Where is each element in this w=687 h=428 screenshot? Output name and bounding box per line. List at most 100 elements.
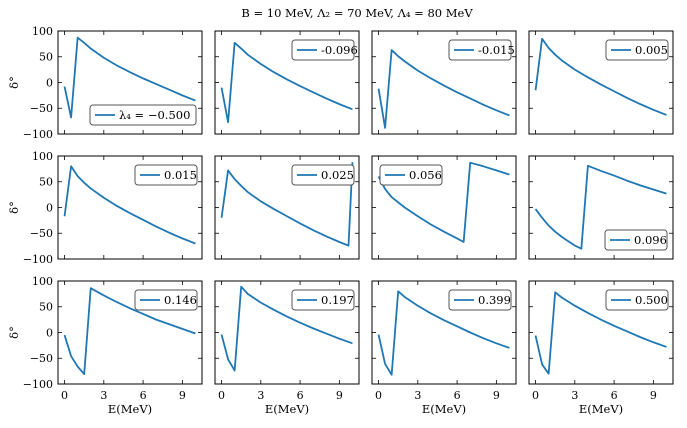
legend: 0.015: [134, 164, 198, 186]
data-line: [220, 162, 354, 247]
legend-label: 0.096: [634, 233, 667, 247]
y-tick-label: −50: [30, 352, 53, 365]
x-tick-label: 9: [493, 389, 500, 402]
y-tick-label: 0: [46, 326, 53, 339]
y-axis-label: δ°: [7, 326, 21, 339]
data-line: [220, 285, 353, 372]
x-axis-label: E(MeV): [265, 402, 309, 416]
legend-label: -0.015: [478, 43, 515, 57]
data-line: [534, 164, 667, 250]
data-line: [534, 291, 667, 375]
legend-box: [134, 289, 198, 311]
subplot-4: 0.005: [528, 30, 674, 135]
y-tick-label: 50: [39, 301, 53, 314]
subplot-9: −100 −50 0 50 100 0 3 6 9 δ° E(MeV) 0.146: [7, 275, 203, 416]
x-tick-label: 6: [611, 389, 618, 402]
y-axis-label: δ°: [7, 201, 21, 214]
legend: 0.197: [291, 289, 355, 311]
legend-box: [605, 289, 669, 311]
subplot-2: -0.096: [214, 30, 360, 135]
data-line: [377, 161, 510, 243]
x-tick-label: 3: [257, 389, 264, 402]
legend-box: [379, 164, 443, 186]
subplot-1: −100 −50 0 50 100 δ° λ₄ = −0.500: [7, 25, 203, 141]
legend-label: 0.197: [321, 293, 354, 307]
figure-title: B = 10 MeV, Λ₂ = 70 MeV, Λ₄ = 80 MeV: [241, 6, 473, 20]
legend: 0.500: [605, 289, 669, 311]
data-line: [534, 37, 667, 116]
legend-label: 0.399: [478, 293, 511, 307]
legend-label: λ₄ = −0.500: [119, 108, 190, 122]
subplot-3: -0.015: [371, 30, 517, 135]
x-tick-label: 0: [532, 389, 539, 402]
y-tick-label: 0: [46, 201, 53, 214]
legend: λ₄ = −0.500: [89, 104, 197, 126]
y-tick-label: 100: [32, 150, 53, 163]
x-tick-label: 6: [140, 389, 147, 402]
x-axis-label: E(MeV): [422, 402, 466, 416]
legend-box: [89, 104, 197, 126]
data-line: [220, 41, 353, 124]
subplot-8: 0.096: [528, 155, 674, 260]
subplot-7: 0.056: [371, 155, 517, 260]
legend-label: 0.146: [164, 293, 197, 307]
data-line: [377, 290, 510, 376]
subplot-5: −100 −50 0 50 100 δ° 0.015: [7, 150, 203, 266]
y-tick-label: 100: [32, 25, 53, 38]
legend: 0.399: [448, 289, 512, 311]
y-tick-label: 50: [39, 51, 53, 64]
legend-label: 0.015: [164, 168, 197, 182]
legend-box: [291, 39, 355, 61]
x-tick-label: 9: [650, 389, 657, 402]
data-line: [377, 49, 510, 129]
x-tick-label: 0: [218, 389, 225, 402]
legend-label: 0.056: [409, 168, 442, 182]
x-axis-label: E(MeV): [108, 402, 152, 416]
legend: -0.015: [448, 39, 515, 61]
x-tick-label: 0: [61, 389, 68, 402]
legend-box: [134, 164, 198, 186]
legend-box: [291, 289, 355, 311]
legend-box: [448, 289, 512, 311]
legend: 0.005: [605, 39, 669, 61]
x-tick-label: 3: [100, 389, 107, 402]
legend: 0.056: [379, 164, 443, 186]
y-axis-label: δ°: [7, 76, 21, 89]
legend-box: [605, 39, 669, 61]
y-tick-label: −50: [30, 227, 53, 240]
subplot-10: 0 3 6 9 E(MeV) 0.197: [214, 280, 360, 416]
x-axis-label: E(MeV): [579, 402, 623, 416]
legend: -0.096: [291, 39, 358, 61]
y-tick-label: −50: [30, 102, 53, 115]
legend-label: -0.096: [321, 43, 358, 57]
data-line: [63, 287, 196, 376]
legend-label: 0.025: [321, 168, 354, 182]
y-tick-label: −100: [23, 253, 53, 266]
legend-box: [448, 39, 512, 61]
legend-box: [604, 229, 668, 251]
y-tick-label: 0: [46, 76, 53, 89]
legend: 0.096: [604, 229, 668, 251]
subplot-grid: −100 −50 0 50 100 δ° λ₄ = −0.500 -0.096 -0.015 0.…: [7, 25, 674, 416]
legend-label: 0.500: [635, 293, 668, 307]
y-tick-label: −100: [23, 378, 53, 391]
subplot-11: 0 3 6 9 E(MeV) 0.399: [371, 280, 517, 416]
x-tick-label: 3: [414, 389, 421, 402]
x-tick-label: 9: [179, 389, 186, 402]
y-tick-label: 100: [32, 275, 53, 288]
x-tick-label: 6: [297, 389, 304, 402]
x-tick-label: 9: [336, 389, 343, 402]
legend-label: 0.005: [635, 43, 668, 57]
x-tick-label: 0: [375, 389, 382, 402]
data-line: [63, 165, 196, 245]
subplot-12: 0 3 6 9 E(MeV) 0.500: [528, 280, 674, 416]
legend-box: [291, 164, 355, 186]
x-tick-label: 3: [571, 389, 578, 402]
x-tick-label: 6: [454, 389, 461, 402]
y-tick-label: −100: [23, 128, 53, 141]
legend: 0.146: [134, 289, 198, 311]
subplot-6: 0.025: [214, 155, 360, 260]
legend: 0.025: [291, 164, 355, 186]
y-tick-label: 50: [39, 176, 53, 189]
